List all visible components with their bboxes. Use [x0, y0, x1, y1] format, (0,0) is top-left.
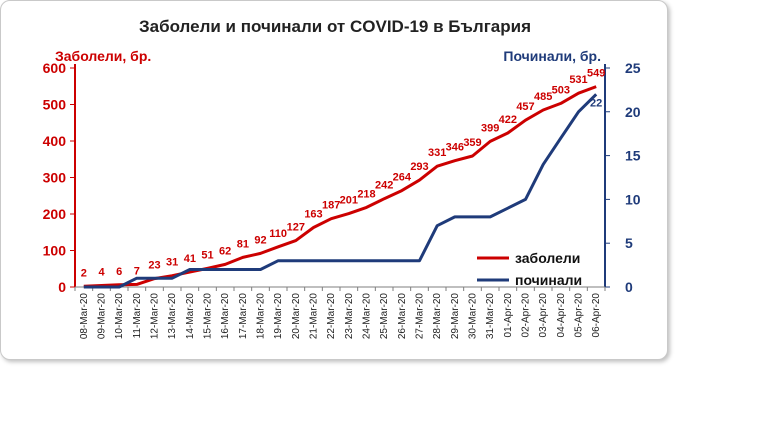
- x-tick-label: 08-Mar-20: [79, 293, 90, 340]
- infected-data-label: 6: [116, 266, 122, 278]
- x-tick-label: 29-Mar-20: [450, 293, 461, 340]
- x-tick-label: 05-Apr-20: [574, 293, 585, 338]
- right-tick-label: 15: [625, 148, 641, 164]
- left-tick-label: 200: [43, 206, 67, 222]
- infected-data-label: 31: [166, 257, 178, 269]
- x-tick-label: 03-Apr-20: [538, 293, 549, 338]
- x-tick-label: 14-Mar-20: [185, 293, 196, 340]
- infected-data-label: 503: [552, 84, 570, 96]
- infected-data-label: 293: [410, 161, 428, 173]
- x-tick-label: 04-Apr-20: [556, 293, 567, 338]
- infected-data-label: 41: [184, 253, 196, 265]
- left-tick-label: 500: [43, 97, 67, 113]
- chart-frame: Заболели и починали от COVID-19 в Българ…: [0, 0, 668, 360]
- infected-data-label: 549: [587, 68, 605, 80]
- right-tick-label: 25: [625, 60, 641, 76]
- infected-data-label: 51: [201, 249, 213, 261]
- infected-data-label: 264: [393, 172, 412, 184]
- infected-data-label: 163: [304, 209, 322, 221]
- covid-chart: Заболели и починали от COVID-19 в Българ…: [43, 17, 641, 339]
- infected-data-label: 92: [254, 234, 266, 246]
- legend: заболели починали: [477, 250, 582, 288]
- chart-title: Заболели и починали от COVID-19 в Българ…: [139, 17, 531, 36]
- x-tick-label: 31-Mar-20: [485, 293, 496, 340]
- infected-data-label: 359: [463, 137, 481, 149]
- x-tick-label: 09-Mar-20: [97, 293, 108, 340]
- x-tick-label: 30-Mar-20: [468, 293, 479, 340]
- infected-data-label: 4: [98, 267, 105, 279]
- x-tick-label: 27-Mar-20: [415, 293, 426, 340]
- x-tick-label: 11-Mar-20: [132, 293, 143, 339]
- left-tick-label: 600: [43, 60, 67, 76]
- x-tick-label: 17-Mar-20: [238, 293, 249, 340]
- right-tick-label: 5: [625, 235, 633, 251]
- left-axis-title: Заболели, бр.: [55, 48, 151, 64]
- right-tick-label: 10: [625, 191, 641, 207]
- x-tick-label: 06-Apr-20: [591, 293, 602, 338]
- x-tick-label: 18-Mar-20: [256, 293, 267, 340]
- infected-data-label: 531: [569, 74, 587, 86]
- x-tick-label: 15-Mar-20: [203, 293, 214, 340]
- infected-data-label: 346: [446, 142, 464, 154]
- x-tick-label: 02-Apr-20: [521, 293, 532, 338]
- x-tick-label: 21-Mar-20: [309, 293, 320, 340]
- infected-data-label: 422: [499, 114, 517, 126]
- x-tick-label: 16-Mar-20: [220, 293, 231, 340]
- x-tick-label: 13-Mar-20: [167, 293, 178, 340]
- infected-data-label: 7: [134, 265, 140, 277]
- infected-data-label: 2: [81, 267, 87, 279]
- infected-data-label: 218: [357, 188, 375, 200]
- axes-layer: 0 100 200 300 400 500 600 0 5 10 15 20 25 08-Mar-20 09…: [43, 60, 641, 339]
- infected-data-label: 201: [340, 195, 358, 207]
- x-tick-label: 12-Mar-20: [150, 293, 161, 340]
- x-tick-label: 22-Mar-20: [326, 293, 337, 340]
- left-tick-label: 0: [58, 279, 66, 295]
- infected-data-label: 485: [534, 91, 552, 103]
- infected-data-label: 127: [287, 222, 305, 234]
- infected-series-line: [83, 85, 597, 288]
- left-tick-label: 400: [43, 133, 67, 149]
- deaths-end-label: 22: [590, 97, 602, 109]
- infected-data-label: 62: [219, 245, 231, 257]
- x-tick-label: 25-Mar-20: [379, 293, 390, 340]
- right-tick-label: 0: [625, 279, 633, 295]
- right-tick-label: 20: [625, 104, 641, 120]
- x-tick-label: 20-Mar-20: [291, 293, 302, 340]
- right-axis-title: Починали, бр.: [503, 48, 601, 64]
- infected-data-label: 331: [428, 147, 446, 159]
- left-tick-label: 300: [43, 170, 67, 186]
- infected-data-label: 187: [322, 200, 340, 212]
- infected-data-label: 81: [237, 238, 249, 250]
- left-tick-label: 100: [43, 243, 67, 259]
- legend-label-deaths: починали: [515, 272, 582, 288]
- infected-data-label: 242: [375, 180, 393, 192]
- x-tick-label: 28-Mar-20: [432, 293, 443, 340]
- x-tick-label: 26-Mar-20: [397, 293, 408, 340]
- infected-data-label: 110: [269, 228, 287, 240]
- legend-label-infected: заболели: [515, 250, 580, 266]
- x-tick-label: 24-Mar-20: [362, 293, 373, 340]
- deaths-series-line: [83, 93, 598, 289]
- infected-data-label: 457: [516, 101, 534, 113]
- x-tick-label: 10-Mar-20: [114, 293, 125, 340]
- x-tick-label: 19-Mar-20: [273, 293, 284, 340]
- infected-data-label: 23: [148, 260, 160, 272]
- infected-data-label: 399: [481, 122, 499, 134]
- x-tick-label: 23-Mar-20: [344, 293, 355, 340]
- series-layer: [83, 85, 598, 289]
- x-tick-label: 01-Apr-20: [503, 293, 514, 338]
